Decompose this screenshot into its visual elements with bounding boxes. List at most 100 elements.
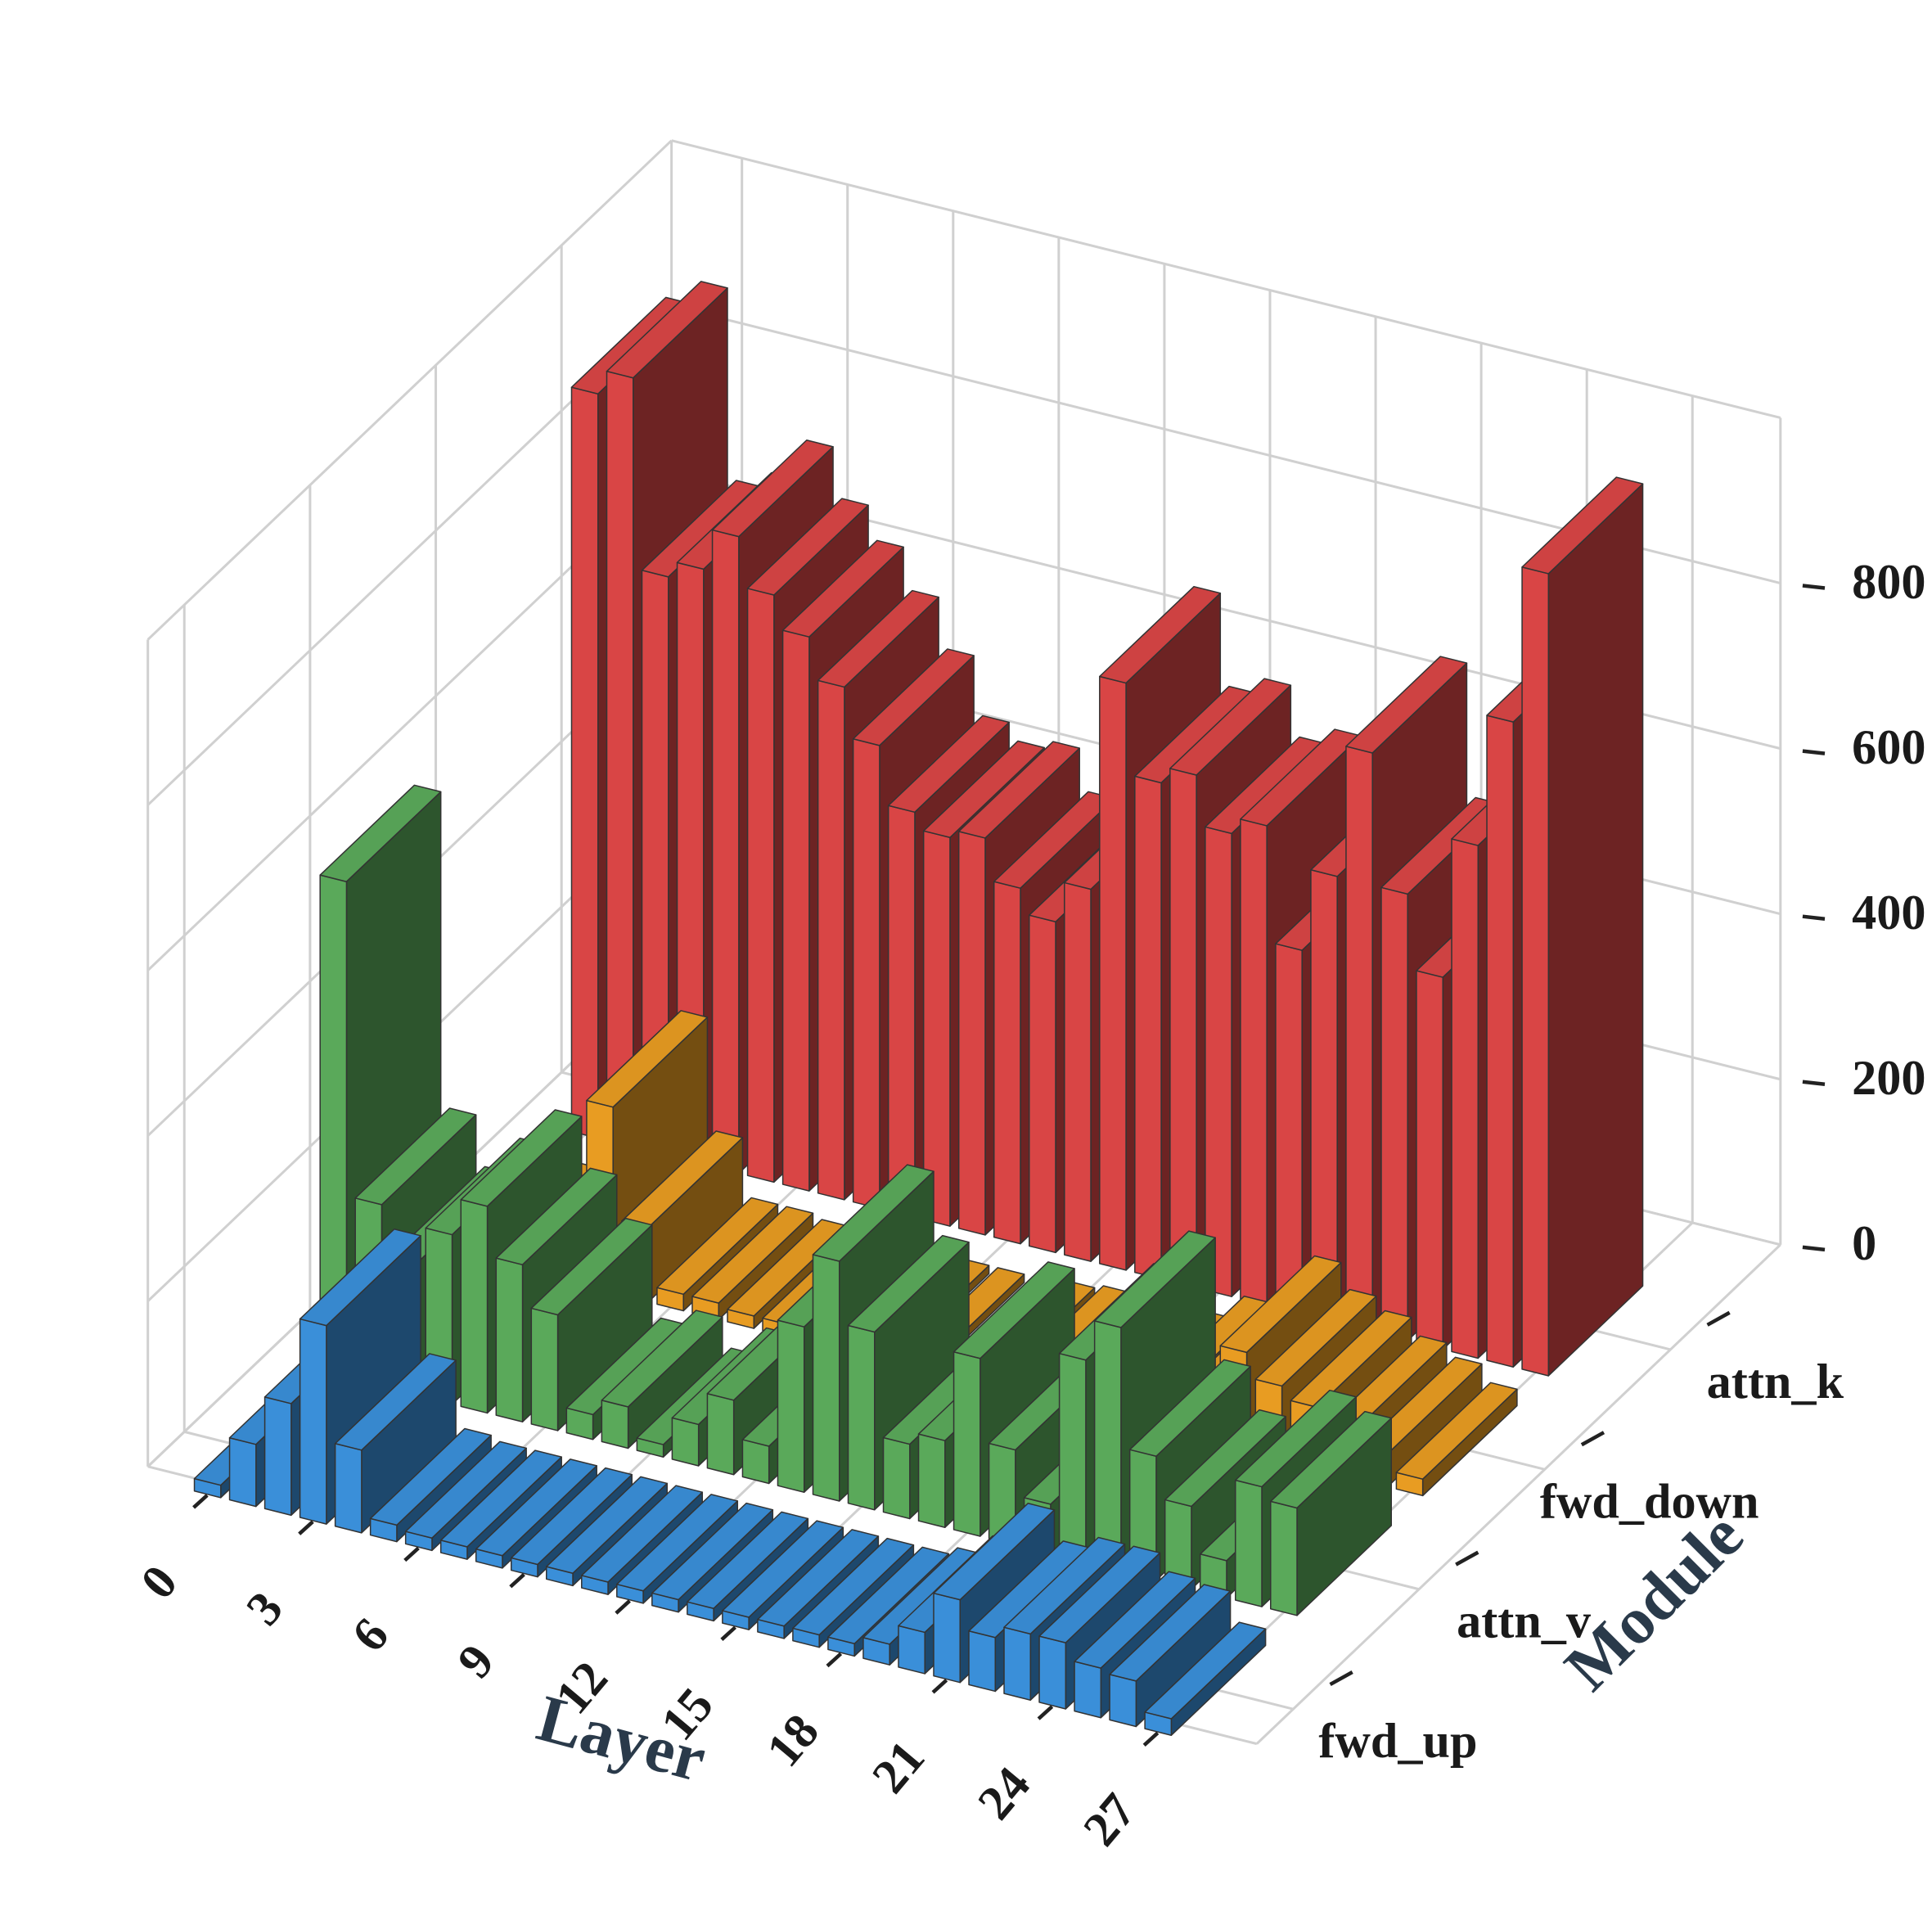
- bar-front: [852, 738, 880, 1210]
- bar-top: [354, 1107, 477, 1206]
- bar-top: [581, 1485, 704, 1583]
- bar-front: [1093, 1320, 1122, 1572]
- bar-top: [319, 784, 442, 882]
- bar-top: [651, 1502, 774, 1601]
- bar-top: [1074, 1571, 1196, 1669]
- bar-top: [475, 1458, 597, 1557]
- bar-top: [586, 1010, 709, 1108]
- x-tick: [615, 1599, 631, 1615]
- x-tick: [826, 1652, 843, 1668]
- bar-top: [1395, 1382, 1518, 1480]
- bar-top: [601, 1310, 723, 1408]
- x-tick: [298, 1520, 314, 1535]
- bar-front: [460, 1199, 489, 1414]
- z-tick: [1802, 749, 1826, 755]
- bar-front: [898, 1625, 925, 1675]
- bar-top: [1093, 1230, 1216, 1328]
- x-tick: [403, 1546, 420, 1562]
- bar-front: [1003, 1626, 1032, 1701]
- bar-top: [606, 281, 728, 379]
- z-tick-label: 400: [1852, 886, 1925, 940]
- bar-side: [1547, 483, 1644, 1377]
- bar-top: [781, 539, 904, 638]
- bar-top: [952, 1261, 1075, 1359]
- z-tick: [1802, 914, 1826, 921]
- bar-front: [570, 386, 599, 1139]
- x-tick: [509, 1573, 525, 1589]
- bar-top: [957, 741, 1080, 839]
- bar: [581, 1485, 704, 1595]
- bar-front: [299, 1318, 327, 1525]
- bar-top: [1128, 1359, 1251, 1457]
- bar-front: [1451, 838, 1479, 1359]
- bar-top: [812, 1164, 934, 1262]
- bar-front: [1064, 881, 1092, 1262]
- bar-front: [1240, 818, 1268, 1306]
- bar: [1270, 1410, 1393, 1616]
- bar-front: [922, 830, 951, 1227]
- bar-top: [460, 1109, 583, 1207]
- bar: [687, 1511, 809, 1622]
- wall-edge: [146, 139, 673, 641]
- bar-front: [711, 529, 740, 1174]
- floor-edge: [1255, 1243, 1781, 1745]
- bar-top: [495, 1167, 618, 1265]
- bar-top: [439, 1449, 562, 1548]
- bar-top: [369, 1427, 492, 1526]
- bar-top: [1003, 1536, 1126, 1635]
- bar-top: [1164, 1409, 1286, 1508]
- bar-front: [968, 1630, 997, 1693]
- bar-front: [882, 1436, 911, 1520]
- bar-top: [530, 1217, 653, 1316]
- bar-top: [1345, 656, 1468, 754]
- y-tick-label: attn_v: [1457, 1594, 1592, 1649]
- x-tick: [192, 1494, 209, 1509]
- bar-front: [530, 1307, 559, 1431]
- bar: [1144, 1621, 1267, 1736]
- bar-top: [1099, 585, 1222, 684]
- bar-front: [933, 1592, 961, 1684]
- z-tick: [1802, 1245, 1826, 1252]
- bar-top: [656, 1197, 779, 1296]
- bar-top: [1270, 1410, 1393, 1509]
- bar-front: [1416, 970, 1444, 1350]
- bar-front: [228, 1436, 257, 1508]
- bar-top: [545, 1476, 669, 1574]
- bar: [1395, 1382, 1518, 1497]
- bar: [510, 1467, 633, 1578]
- bar: [475, 1458, 597, 1569]
- bar-front: [334, 1443, 363, 1534]
- bar-top: [404, 1440, 527, 1539]
- bar-top: [887, 715, 1010, 814]
- bar-front: [1345, 746, 1373, 1332]
- bar-front: [1380, 886, 1408, 1341]
- bar-top: [757, 1529, 880, 1627]
- bar-front: [777, 1319, 805, 1493]
- bar-front: [1038, 1635, 1067, 1710]
- bar-front: [1134, 775, 1162, 1280]
- bar: [601, 1310, 723, 1449]
- bar-front: [1521, 566, 1550, 1377]
- z-tick-label: 0: [1852, 1216, 1876, 1271]
- bar-front: [1169, 768, 1197, 1289]
- z-tick: [1802, 584, 1826, 590]
- bar-front: [1310, 869, 1338, 1324]
- y-tick: [1580, 1431, 1605, 1447]
- bar-front: [263, 1396, 292, 1517]
- bar-front: [1099, 675, 1127, 1271]
- bar-front: [746, 588, 775, 1183]
- bar: [757, 1529, 880, 1639]
- bar-top: [334, 1353, 457, 1451]
- bar-front: [917, 1433, 946, 1529]
- bar-top: [616, 1494, 739, 1592]
- bar-front: [1074, 1661, 1102, 1719]
- x-tick: [1142, 1731, 1160, 1747]
- bar-top: [817, 589, 939, 688]
- bar-front: [1234, 1479, 1263, 1607]
- bar-front: [1270, 1500, 1298, 1616]
- bar-top: [1038, 1545, 1161, 1643]
- bar-front: [847, 1324, 876, 1511]
- bar-top: [510, 1467, 633, 1566]
